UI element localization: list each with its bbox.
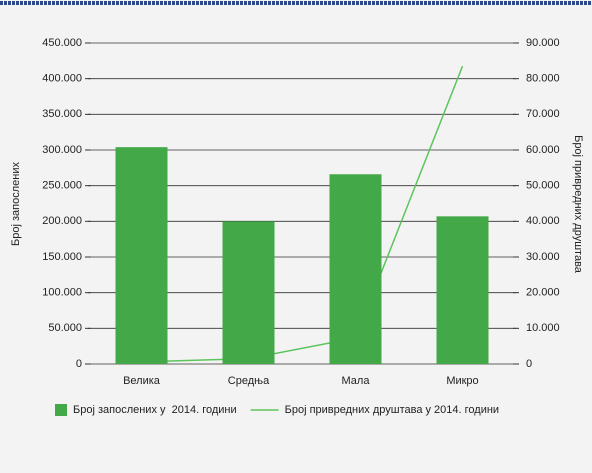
- y2-tick-label: 50.000: [526, 180, 560, 192]
- y-axis-title: Број запослених: [10, 162, 22, 246]
- legend-label: Број привредних друштава у 2014. години: [285, 404, 499, 416]
- y-tick-label: 450.000: [42, 37, 82, 49]
- y-tick-label: 50.000: [48, 322, 82, 334]
- bar: [329, 174, 382, 364]
- line-series: [141, 65, 464, 363]
- y-tick-label: 300.000: [42, 144, 82, 156]
- y2-tick-label: 90.000: [526, 37, 560, 49]
- bar: [115, 147, 168, 364]
- bar: [436, 216, 489, 364]
- bar: [222, 221, 275, 364]
- y2-tick-label: 80.000: [526, 73, 560, 85]
- y2-tick-label: 70.000: [526, 108, 560, 120]
- x-tick-label: Микро: [446, 375, 478, 387]
- x-tick-label: Мала: [342, 375, 371, 387]
- y2-tick-label: 30.000: [526, 251, 560, 263]
- y2-tick-label: 60.000: [526, 144, 560, 156]
- y-tick-label: 400.000: [42, 73, 82, 85]
- y2-tick-label: 10.000: [526, 322, 560, 334]
- y-tick-label: 100.000: [42, 287, 82, 299]
- y-tick-label: 350.000: [42, 108, 82, 120]
- legend-label: Број запослених у 2014. години: [73, 404, 237, 416]
- y-tick-label: 250.000: [42, 180, 82, 192]
- y2-tick-label: 0: [526, 358, 532, 370]
- y-tick-label: 150.000: [42, 251, 82, 263]
- legend-swatch: [55, 404, 67, 416]
- y2-tick-label: 40.000: [526, 215, 560, 227]
- x-tick-label: Средња: [228, 375, 270, 387]
- x-tick-label: Велика: [123, 375, 161, 387]
- y-tick-label: 0: [76, 358, 82, 370]
- y2-tick-label: 20.000: [526, 287, 560, 299]
- y2-axis-title: Број привредних друштава: [572, 135, 584, 274]
- y-tick-label: 200.000: [42, 215, 82, 227]
